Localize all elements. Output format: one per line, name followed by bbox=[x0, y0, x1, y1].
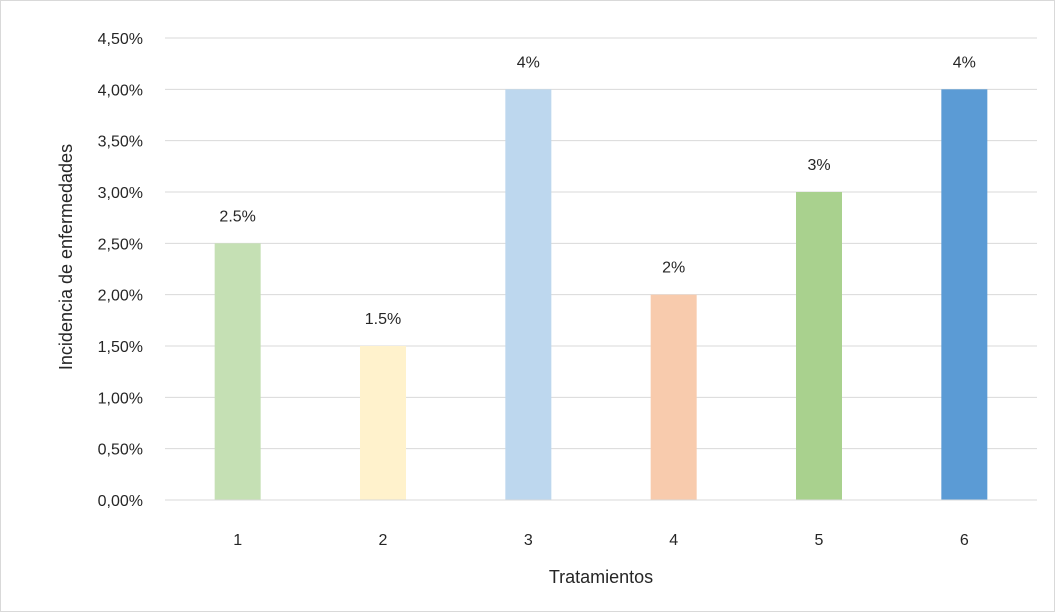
data-label: 2.5% bbox=[219, 208, 255, 225]
bar bbox=[941, 89, 988, 500]
data-label: 2% bbox=[662, 260, 685, 277]
x-axis-ticks: 1 2 3 4 5 6 bbox=[233, 532, 969, 549]
x-tick-label: 5 bbox=[815, 532, 824, 549]
bar bbox=[650, 294, 697, 500]
data-label: 1.5% bbox=[365, 311, 401, 328]
y-tick-label: 1,00% bbox=[98, 390, 143, 407]
y-axis-title: Incidencia de enfermedades bbox=[56, 144, 76, 370]
y-tick-label: 4,50% bbox=[98, 31, 143, 48]
data-label: 4% bbox=[953, 54, 976, 71]
data-label: 3% bbox=[807, 157, 830, 174]
x-tick-label: 3 bbox=[524, 532, 533, 549]
gridlines bbox=[165, 37, 1037, 450]
x-axis-title: Tratamientos bbox=[549, 567, 653, 587]
x-tick-label: 2 bbox=[379, 532, 388, 549]
y-tick-label: 1,50% bbox=[98, 339, 143, 356]
bars bbox=[214, 89, 988, 501]
y-tick-label: 2,50% bbox=[98, 236, 143, 253]
bar bbox=[360, 346, 406, 500]
data-label: 4% bbox=[517, 54, 540, 71]
y-tick-label: 2,00% bbox=[98, 288, 143, 305]
bar bbox=[505, 89, 552, 500]
y-tick-label: 3,50% bbox=[98, 134, 143, 151]
bar bbox=[796, 192, 842, 500]
y-tick-label: 0,50% bbox=[98, 442, 143, 459]
y-tick-label: 0,00% bbox=[98, 493, 143, 510]
y-tick-label: 4,00% bbox=[98, 82, 143, 99]
x-tick-label: 4 bbox=[669, 532, 678, 549]
bar bbox=[214, 243, 261, 501]
data-labels: 2.5% 1.5% 4% 2% 3% 4% bbox=[219, 54, 975, 328]
y-tick-label: 3,00% bbox=[98, 185, 143, 202]
x-tick-label: 1 bbox=[233, 532, 242, 549]
x-tick-label: 6 bbox=[960, 532, 969, 549]
y-axis-ticks: 0,00% 0,50% 1,00% 1,50% 2,00% 2,50% 3,00% 3,50%… bbox=[98, 31, 143, 510]
